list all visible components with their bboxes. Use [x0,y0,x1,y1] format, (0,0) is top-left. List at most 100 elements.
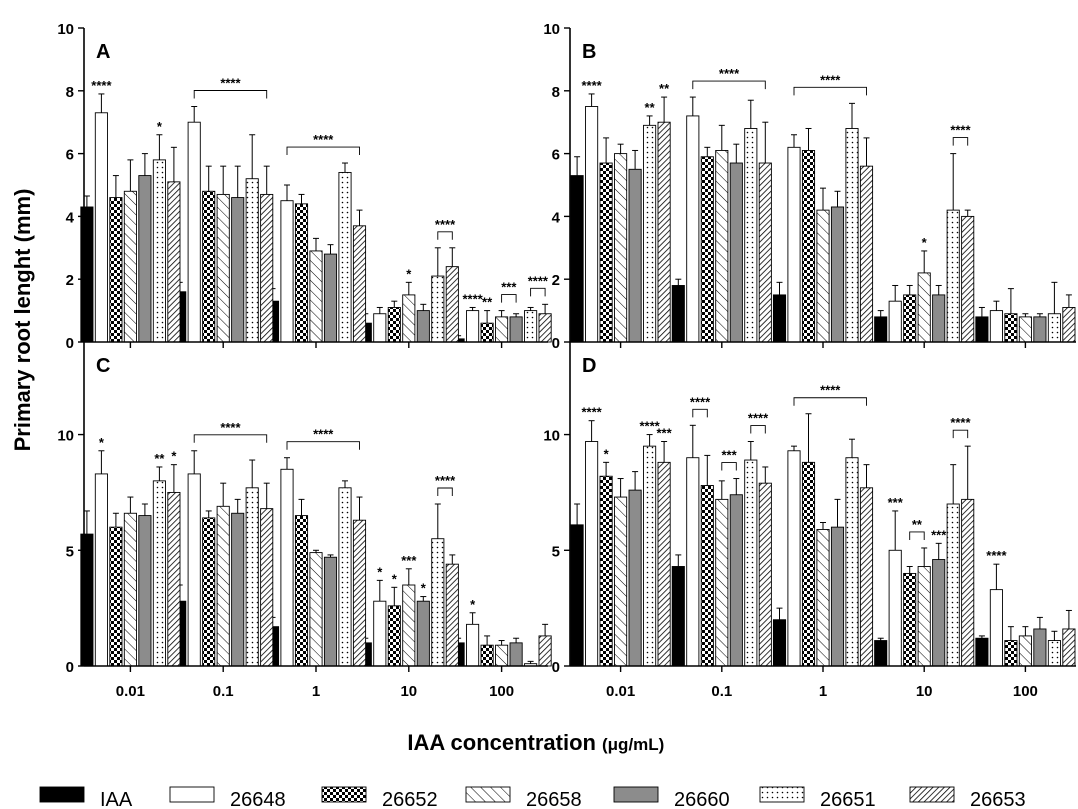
bar-D-26648-100 [989,589,1003,667]
x-tick-label: 100 [489,683,514,700]
bar-C-26652-100 [480,644,494,667]
bar-D-26651-0.01 [643,445,657,667]
bar-C-26653-10 [445,563,459,667]
bar-D-26652-0.1 [700,485,714,667]
bar-A-IAA-0.01 [80,206,94,343]
x-tick-label: 0.01 [606,683,635,700]
significance-bracket [793,86,867,96]
bar-C-26653-0.01 [167,491,181,667]
significance-label: * [392,571,398,586]
bar-D-26648-0.01 [585,441,599,667]
significance-label: *** [721,448,737,463]
bar-A-26660-100 [509,316,523,343]
significance-label: **** [528,273,549,288]
legend-label: 26660 [674,789,730,809]
bar-A-26648-10 [373,313,387,343]
bar-D-26651-100 [1047,640,1061,667]
y-tick-label: 0 [552,335,560,352]
bar-A-26652-0.01 [109,197,123,343]
legend-item-26653: 26653 [909,786,1026,809]
bar-B-26648-0.01 [585,106,599,343]
significance-bracket [909,531,925,540]
bar-B-26652-0.01 [599,162,613,343]
bar-C-26651-0.01 [152,480,166,667]
panel-letter: D [582,355,596,377]
x-axis-label-unit: (μg/mL) [602,735,664,754]
legend-item-26652: 26652 [321,786,438,809]
significance-bracket [952,137,969,146]
significance-bracket [530,287,546,297]
panel-letter: C [96,355,110,377]
significance-label: ** [659,81,670,96]
significance-bracket [286,146,360,156]
significance-bracket [437,231,453,240]
bar-D-26660-100 [1033,628,1047,667]
bar-C-26658-10 [402,584,416,667]
significance-label: **** [639,419,660,434]
significance-label: * [922,235,928,250]
y-tick-label: 8 [552,84,560,101]
bar-D-26658-0.1 [715,498,729,667]
significance-label: **** [313,427,334,442]
bar-D-26648-0.1 [686,457,700,667]
x-tick-label: 0.1 [711,683,732,700]
bar-C-26648-0.1 [187,473,201,667]
x-tick-label: 100 [1013,683,1038,700]
bar-B-26653-100 [1062,307,1076,343]
significance-label: *** [888,495,904,510]
significance-bracket [193,434,268,443]
bar-D-26652-100 [1004,640,1018,667]
bar-D-26658-100 [1018,635,1032,667]
bar-A-26652-0.1 [202,190,216,343]
legend-label: 26653 [970,789,1026,809]
x-tick-label: 1 [819,683,827,700]
significance-label: * [157,119,163,134]
bar-A-26651-100 [524,310,538,343]
bar-B-26660-100 [1033,316,1047,343]
bar-B-26648-0.1 [686,115,700,343]
significance-label: **** [820,383,841,398]
legend-label: 26658 [526,789,582,809]
bar-B-26648-10 [888,300,902,343]
y-tick-label: 6 [66,147,74,164]
bar-D-26658-0.01 [614,496,628,667]
bar-C-26651-1 [338,487,352,667]
bar-C-26648-1 [280,468,294,667]
significance-label: * [171,449,177,464]
legend-label: IAA [100,789,133,809]
bar-D-26652-0.01 [599,475,613,667]
y-tick-label: 2 [552,272,560,289]
bar-C-26652-10 [387,605,401,667]
significance-bracket [193,90,268,99]
bar-B-IAA-0.1 [671,285,685,343]
bar-C-IAA-0.01 [80,533,94,667]
legend-item-26658: 26658 [465,786,582,809]
bar-C-26651-0.1 [245,487,259,667]
bar-B-IAA-10 [874,316,888,343]
bar-D-26651-0.1 [744,459,758,667]
bar-B-26658-0.1 [715,150,729,343]
significance-label: ** [645,100,656,115]
significance-label: *** [401,553,417,568]
bar-D-IAA-10 [874,640,888,667]
bar-B-26652-100 [1004,313,1018,343]
bar-A-26651-0.1 [245,178,259,343]
legend-item-IAA: IAA [39,786,133,809]
x-axis-label-main: IAA concentration [407,730,596,755]
significance-label: **** [820,72,841,87]
bar-D-26660-0.01 [628,489,642,667]
bar-B-26648-100 [989,310,1003,343]
bar-C-26651-10 [431,538,445,667]
significance-bracket [721,462,737,471]
significance-label: * [406,266,412,281]
bar-B-26653-0.01 [657,121,671,343]
bar-D-IAA-1 [772,619,787,667]
bar-D-26660-0.1 [729,494,743,667]
y-tick-label: 8 [66,84,74,101]
bar-B-26660-10 [932,294,946,343]
significance-bracket [286,441,360,450]
bar-B-26651-100 [1047,313,1061,343]
significance-label: *** [657,426,673,441]
